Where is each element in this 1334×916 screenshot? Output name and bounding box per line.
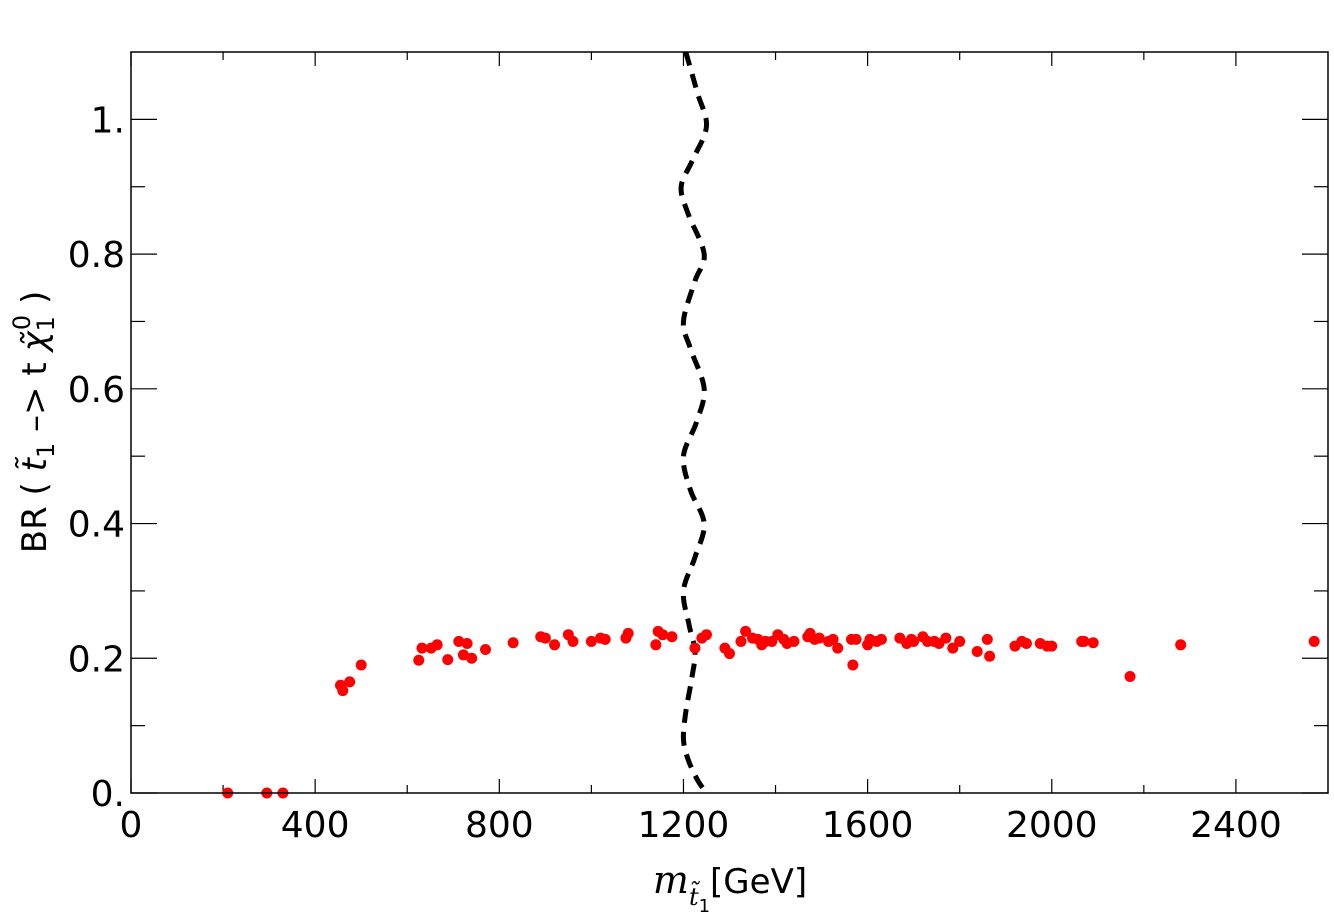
- y-axis-label-prefix: BR (: [15, 471, 55, 553]
- tick-labels: 0 400 800 1200 1600 2000 2400 0. 0.2 0.4 0.6 0.8 1.: [68, 100, 1282, 846]
- x-tick-label: 2400: [1190, 805, 1282, 846]
- scatter-point: [1175, 639, 1187, 651]
- scatter-point: [1308, 635, 1320, 647]
- dashed-line-path: [678, 51, 709, 795]
- scatter-point: [827, 633, 839, 645]
- scatter-point: [1046, 640, 1058, 652]
- x-axis-label-sub: t̃: [689, 880, 701, 911]
- y-axis-label-suffix: ): [15, 291, 55, 315]
- x-tick-label: 1200: [638, 805, 730, 846]
- y-tick-label: 1.: [91, 100, 125, 141]
- y-axis-label-particle-sub: 1: [32, 443, 60, 458]
- scatter-point: [908, 635, 920, 647]
- scatter-point: [416, 642, 428, 654]
- scatter-point: [650, 639, 662, 651]
- scatter-point: [413, 654, 425, 666]
- scatter-point: [585, 635, 597, 647]
- series-dashed-line: [678, 51, 709, 795]
- y-tick-label: 0.8: [68, 235, 125, 276]
- scatter-point: [549, 639, 561, 651]
- scatter-point: [813, 632, 825, 644]
- scatter-point: [788, 635, 800, 647]
- scatter-point: [947, 642, 959, 654]
- x-axis-label: mt̃1[GeV]: [653, 858, 807, 916]
- scatter-point: [735, 635, 747, 647]
- scatter-point: [875, 633, 887, 645]
- scatter-point: [1087, 637, 1099, 649]
- series-scatter-points: [222, 625, 1320, 799]
- scatter-point: [832, 642, 844, 654]
- scatter-point: [507, 637, 519, 649]
- scatter-point: [740, 625, 752, 637]
- y-tick-label: 0.2: [68, 639, 125, 680]
- scatter-point: [940, 632, 952, 644]
- scatter-point: [466, 652, 478, 664]
- scatter-point: [689, 642, 701, 654]
- x-tick-label: 400: [281, 805, 350, 846]
- scatter-point: [954, 635, 966, 647]
- x-tick-label: 2000: [1006, 805, 1098, 846]
- scatter-point: [431, 639, 443, 651]
- scatter-point: [984, 650, 996, 662]
- y-axis-label-chi: χ̃: [15, 330, 55, 354]
- scatter-point: [355, 659, 367, 671]
- scatter-point: [850, 633, 862, 645]
- scatter-point: [442, 654, 454, 666]
- y-axis-label-arrow: –> t: [15, 352, 55, 443]
- y-axis-label: BR ( t̃1 –> t χ̃10 ): [8, 291, 60, 553]
- y-axis-label-chi-sub: 1: [32, 316, 60, 331]
- scatter-point: [567, 635, 579, 647]
- scatter-point: [1124, 670, 1136, 682]
- x-axis-label-var: m: [653, 858, 689, 902]
- scatter-point: [1020, 637, 1032, 649]
- y-axis-label-particle: t̃: [15, 456, 55, 471]
- scatter-point: [344, 676, 356, 688]
- x-tick-label: 0: [120, 805, 143, 846]
- scatter-point: [479, 644, 491, 656]
- scatter-point: [599, 633, 611, 645]
- scatter-point: [1078, 635, 1090, 647]
- plot-frame: [130, 51, 1329, 794]
- y-axis-label-chi-sup: 0: [8, 315, 36, 330]
- scatter-point: [847, 659, 859, 671]
- axis-ticks: [130, 52, 1328, 794]
- y-tick-label: 0.6: [68, 370, 125, 411]
- scatter-point: [981, 633, 993, 645]
- scatter-point: [724, 648, 735, 660]
- x-axis-label-subsub: 1: [699, 896, 710, 916]
- scatter-point: [457, 649, 469, 661]
- scatter-point: [539, 632, 551, 644]
- scatter-point: [461, 637, 473, 649]
- scatter-point: [666, 631, 678, 643]
- x-axis-label-unit: [GeV]: [710, 862, 807, 902]
- y-tick-label: 0.4: [68, 505, 125, 546]
- scatter-point: [657, 629, 669, 641]
- scatter-point: [971, 646, 983, 658]
- x-tick-label: 1600: [822, 805, 914, 846]
- x-tick-label: 800: [465, 805, 534, 846]
- scatter-point: [453, 635, 465, 647]
- scatter-point: [622, 627, 634, 639]
- scatter-point: [700, 629, 712, 641]
- y-tick-label: 0.: [91, 774, 125, 815]
- scatter-point: [337, 685, 349, 697]
